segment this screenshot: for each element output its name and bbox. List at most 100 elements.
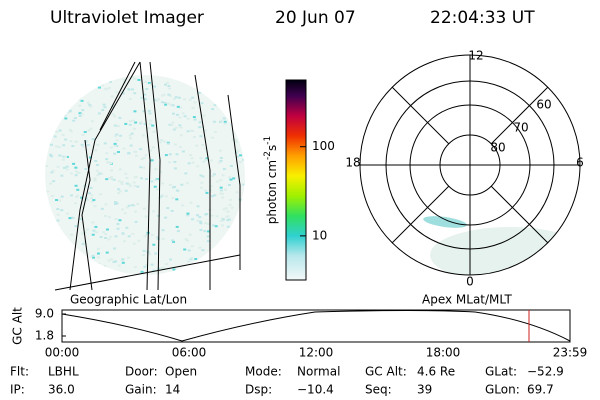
- pixel: [187, 260, 191, 263]
- pixel: [212, 120, 216, 123]
- pixel: [202, 160, 206, 163]
- pixel: [227, 184, 231, 187]
- pixel: [125, 182, 129, 185]
- pixel: [107, 238, 111, 241]
- pixel: [196, 219, 200, 222]
- pixel: [233, 221, 237, 224]
- pixel: [60, 209, 64, 212]
- pixel: [64, 86, 68, 89]
- pixel: [111, 113, 115, 116]
- info-value: 4.6 Re: [417, 365, 455, 379]
- pixel: [160, 195, 164, 198]
- altitude-ytick-label: 1.8: [35, 329, 54, 343]
- pixel: [170, 273, 174, 275]
- pixel: [105, 251, 109, 254]
- pixel: [125, 226, 129, 229]
- pixel: [128, 183, 132, 186]
- pixel: [236, 93, 240, 96]
- pixel: [187, 249, 191, 252]
- info-value: −52.9: [527, 365, 564, 379]
- pixel: [97, 79, 101, 82]
- date: 20 Jun 07: [275, 8, 356, 28]
- pixel: [187, 162, 191, 165]
- pixel: [164, 154, 168, 157]
- pixel: [172, 97, 176, 100]
- pixel: [236, 149, 240, 152]
- pixel: [114, 260, 118, 263]
- info-value: 36.0: [48, 383, 75, 397]
- pixel: [175, 189, 179, 192]
- pixel: [78, 115, 82, 118]
- pixel: [114, 235, 118, 238]
- pixel: [225, 215, 229, 218]
- pixel: [168, 183, 172, 186]
- pixel: [198, 220, 202, 223]
- pixel: [46, 226, 50, 229]
- pixel: [56, 251, 60, 254]
- pixel: [164, 103, 168, 106]
- pixel: [166, 207, 170, 210]
- pixel: [71, 145, 75, 148]
- pixel: [223, 188, 227, 191]
- pixel: [123, 240, 127, 243]
- pixel: [56, 250, 60, 253]
- pixel: [152, 269, 156, 272]
- pixel: [199, 186, 203, 189]
- pixel: [104, 236, 108, 239]
- pixel: [229, 164, 233, 167]
- pixel: [185, 182, 189, 185]
- pixel: [192, 136, 196, 139]
- pixel: [62, 155, 66, 158]
- pixel: [95, 164, 99, 167]
- pixel: [218, 246, 222, 249]
- colorbar-tick-label: 10: [312, 228, 327, 242]
- pixel: [242, 78, 245, 81]
- pixel: [85, 90, 89, 93]
- pixel: [143, 265, 147, 268]
- pixel: [213, 194, 217, 197]
- pixel: [175, 198, 179, 201]
- pixel: [229, 266, 233, 269]
- pixel: [142, 249, 146, 252]
- pixel: [100, 207, 104, 210]
- pixel: [148, 122, 152, 125]
- pixel: [147, 127, 151, 130]
- pixel: [221, 196, 225, 199]
- pixel: [89, 127, 93, 130]
- pixel: [134, 175, 138, 178]
- pixel: [118, 168, 122, 171]
- pixel: [171, 121, 175, 124]
- pixel: [51, 250, 55, 253]
- pixel: [96, 174, 100, 177]
- pixel: [190, 157, 194, 160]
- pixel: [46, 113, 50, 116]
- pixel: [87, 129, 91, 132]
- pixel: [96, 247, 100, 250]
- pixel: [232, 75, 236, 78]
- pixel: [90, 197, 94, 200]
- pixel: [149, 119, 153, 122]
- pixel: [224, 207, 228, 210]
- pixel: [201, 175, 205, 178]
- pixel: [120, 181, 124, 184]
- pixel: [191, 161, 195, 164]
- pixel: [105, 158, 109, 161]
- pixel: [74, 174, 78, 177]
- info-label: IP:: [10, 383, 25, 397]
- pixel: [141, 254, 145, 257]
- pixel: [153, 185, 157, 188]
- pixel: [112, 261, 116, 264]
- pixel: [64, 114, 68, 117]
- pixel: [128, 123, 132, 126]
- pixel: [88, 104, 92, 107]
- pixel: [209, 159, 213, 162]
- pixel: [205, 191, 209, 194]
- pixel: [92, 229, 96, 232]
- pixel: [85, 270, 89, 273]
- pixel: [145, 87, 149, 90]
- mlt-label: 0: [466, 275, 474, 289]
- geo-grid: [54, 61, 241, 291]
- pixel: [143, 80, 147, 83]
- pixel: [118, 219, 122, 222]
- pixel: [68, 128, 72, 131]
